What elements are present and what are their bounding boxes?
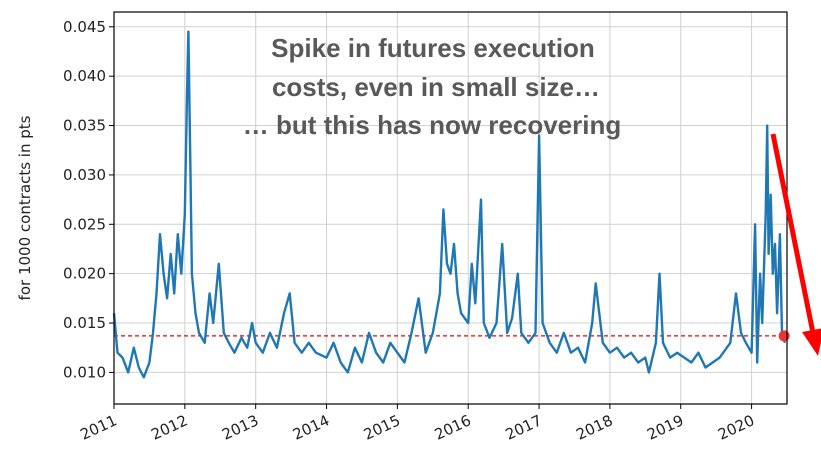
x-tick-label: 2019: [644, 411, 686, 443]
y-tick-label: 0.045: [63, 18, 106, 36]
series-layer: [112, 30, 787, 379]
annotation-text: Spike in futures execution costs, even in…: [243, 33, 622, 140]
y-axis: 0.010 0.015 0.020 0.025 0.030 0.035 0.040 0.045: [63, 18, 114, 381]
downward-arrow: [770, 133, 821, 356]
x-axis: 2011 2012 2013 2014 2015 2016 2017 2018 2019 2020: [77, 404, 757, 444]
x-tick-label: 2016: [432, 411, 474, 443]
annotation-line: Spike in futures execution: [271, 33, 595, 63]
x-tick-label: 2011: [77, 411, 119, 443]
series-line: [112, 30, 787, 379]
gridlines: [113, 12, 787, 404]
y-tick-label: 0.035: [63, 117, 106, 135]
annotation-line: costs, even in small size…: [272, 72, 600, 102]
arrow-head: [802, 328, 821, 356]
x-tick-label: 2012: [148, 411, 190, 443]
y-tick-label: 0.030: [63, 166, 106, 184]
x-tick-label: 2013: [219, 411, 261, 443]
y-tick-label: 0.010: [63, 363, 106, 381]
y-tick-label: 0.020: [63, 265, 106, 283]
x-tick-label: 2015: [361, 411, 403, 443]
marker-layer: [778, 330, 790, 342]
x-tick-label: 2020: [715, 411, 757, 443]
annotation-line: … but this has now recovering: [243, 110, 622, 140]
x-tick-label: 2018: [573, 411, 615, 443]
x-tick-label: 2014: [290, 411, 332, 443]
y-tick-label: 0.025: [63, 215, 106, 233]
plot-frame: [113, 11, 788, 405]
current-value-marker: [778, 330, 790, 342]
y-tick-label: 0.015: [63, 314, 106, 332]
arrow-shaft: [770, 133, 816, 334]
y-axis-label: for 1000 contracts in pts: [16, 115, 34, 300]
y-tick-label: 0.040: [63, 67, 106, 85]
x-tick-label: 2017: [503, 411, 545, 443]
